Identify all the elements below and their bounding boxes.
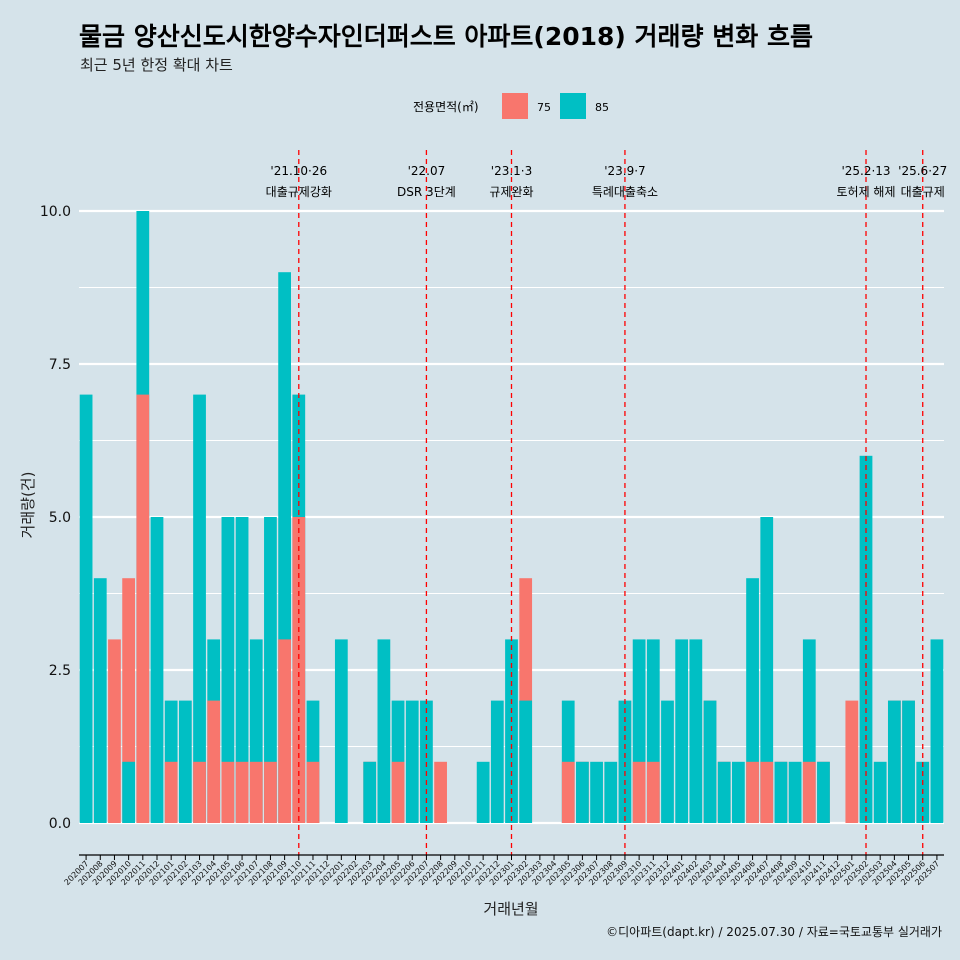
legend: 전용면적(㎡) 75 85	[413, 93, 609, 119]
bar-202104-75	[207, 700, 221, 823]
bar-202008-85	[93, 578, 107, 823]
bar-202107-75	[249, 761, 263, 823]
annotation-label: DSR 3단계	[397, 185, 456, 199]
bar-202201-85	[334, 639, 348, 823]
bar-202102-85	[178, 700, 192, 823]
bar-202407-75	[760, 761, 774, 823]
bar-202406-75	[746, 761, 759, 823]
bar-202308-85	[604, 761, 618, 823]
y-axis-title: 거래량(건)	[19, 472, 37, 539]
bar-202105-75	[221, 761, 235, 823]
bar-202307-85	[590, 761, 603, 823]
chart-subtitle: 최근 5년 한정 확대 차트	[80, 56, 233, 74]
caption: ©디아파트(dapt.kr) / 2025.07.30 / 자료=국토교통부 실…	[606, 925, 942, 939]
x-axis: 2020072020082020092020102020112020122021…	[63, 854, 944, 887]
y-tick-label: 10.0	[40, 204, 71, 220]
bar-202207-85	[420, 700, 433, 823]
annotation-label: 토허제 해제	[837, 185, 896, 199]
y-tick-label: 0.0	[49, 816, 71, 832]
bar-202106-75	[235, 761, 249, 823]
bar-202109-75	[278, 639, 291, 823]
bar-202501-75	[845, 700, 859, 823]
bar-202505-85	[902, 700, 915, 823]
bar-202009-75	[108, 639, 121, 823]
annotation-date: '23.9·7	[604, 164, 645, 178]
bar-202206-85	[405, 700, 419, 823]
bar-202106-85	[235, 517, 249, 823]
bar-202408-85	[774, 761, 788, 823]
y-axis: 0.0 2.5 5.0 7.5 10.0	[40, 204, 71, 832]
annotation-date: '25.2·13	[841, 164, 890, 178]
y-tick-label: 7.5	[49, 357, 71, 373]
annotation-label: 대출규제강화	[266, 185, 332, 199]
bar-202503-85	[873, 761, 887, 823]
bar-202211-85	[476, 761, 490, 823]
bar-202403-85	[703, 700, 717, 823]
annotation-label: 대출규제	[901, 185, 945, 199]
bar-202311-75	[646, 761, 660, 823]
x-axis-title: 거래년월	[483, 900, 538, 918]
legend-swatch-85	[560, 93, 586, 119]
bar-202101-75	[164, 761, 178, 823]
bar-202411-85	[817, 761, 830, 823]
legend-label-85: 85	[595, 101, 609, 114]
bar-202504-85	[887, 700, 901, 823]
legend-title: 전용면적(㎡)	[413, 100, 479, 114]
bar-202208-75	[434, 761, 447, 823]
annotation-date: '23.1·3	[491, 164, 532, 178]
bar-202105-85	[221, 517, 235, 823]
bar-202309-85	[618, 700, 632, 823]
y-tick-label: 5.0	[49, 510, 71, 526]
bar-202401-85	[675, 639, 689, 823]
bar-202302-85	[519, 700, 533, 823]
y-tick-label: 2.5	[49, 663, 71, 679]
bar-202212-85	[490, 700, 504, 823]
bar-202306-85	[576, 761, 589, 823]
annotation-label: 특례대출축소	[592, 185, 658, 199]
bar-202305-75	[561, 761, 575, 823]
bar-202404-85	[717, 761, 731, 823]
bar-202205-75	[391, 761, 405, 823]
bar-202409-85	[788, 761, 802, 823]
chart-title: 물금 양산신도시한양수자인더퍼스트 아파트(2018) 거래량 변화 흐름	[79, 22, 813, 51]
annotation-label: 규제완화	[489, 185, 533, 199]
bar-202108-85	[264, 517, 277, 823]
bar-202410-75	[802, 761, 816, 823]
annotations: '21.10·26 대출규제강화 '22.07 DSR 3단계 '23.1·3 규제완화 '…	[266, 150, 947, 855]
bar-202507-85	[930, 639, 944, 823]
bar-202007-85	[79, 394, 93, 823]
bar-202108-75	[264, 761, 277, 823]
bar-202010-85	[122, 761, 136, 823]
bar-202204-85	[377, 639, 391, 823]
legend-label-75: 75	[537, 101, 551, 114]
bar-202310-75	[632, 761, 646, 823]
bar-202103-85	[193, 394, 206, 823]
bar-202103-75	[193, 761, 206, 823]
bar-202110-75	[292, 517, 306, 823]
bar-202402-85	[689, 639, 703, 823]
annotation-date: '21.10·26	[270, 164, 327, 178]
bar-202407-85	[760, 517, 774, 823]
bar-202405-85	[732, 761, 745, 823]
bar-202312-85	[661, 700, 674, 823]
bar-202111-75	[306, 761, 320, 823]
bar-202011-75	[136, 394, 150, 823]
bar-202301-85	[505, 639, 518, 823]
bar-202012-85	[150, 517, 164, 823]
annotation-date: '25.6·27	[898, 164, 947, 178]
annotation-date: '22.07	[408, 164, 446, 178]
bar-202203-85	[363, 761, 377, 823]
legend-swatch-75	[502, 93, 528, 119]
